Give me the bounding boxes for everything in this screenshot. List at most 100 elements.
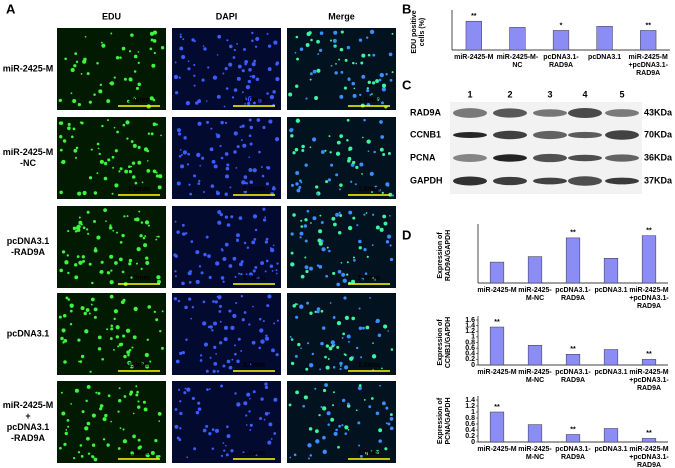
cell (137, 438, 141, 442)
cell (347, 225, 353, 231)
cell (240, 294, 244, 298)
x-tick-label: pcDNA3.1- (555, 446, 591, 453)
cell (137, 405, 141, 409)
cell (381, 191, 384, 194)
x-tick-label: miR-2425-M (629, 287, 668, 294)
cell (231, 358, 234, 361)
cell (366, 87, 369, 90)
cell (220, 276, 225, 280)
cell (207, 254, 211, 258)
cell (329, 151, 332, 154)
cell (147, 132, 151, 135)
cell (381, 367, 383, 370)
micrograph (172, 293, 281, 375)
cell (341, 336, 344, 339)
cell (100, 260, 104, 264)
cell (123, 215, 126, 218)
bar (641, 359, 657, 366)
cell (179, 351, 183, 356)
cell (340, 261, 343, 264)
cell (347, 428, 350, 431)
cell (300, 219, 303, 222)
cell (111, 192, 114, 195)
cell (351, 279, 356, 284)
cell (197, 182, 201, 185)
cell (375, 225, 380, 230)
cell (157, 454, 161, 458)
cell (77, 103, 81, 107)
cell (290, 134, 294, 138)
cell (334, 71, 338, 75)
cell (74, 275, 79, 280)
cell (344, 315, 350, 320)
cell (253, 238, 257, 241)
cell (70, 403, 72, 405)
cell (213, 361, 218, 366)
x-tick-label: miR-2425-M (477, 287, 516, 294)
cell (119, 240, 123, 244)
cell (110, 324, 114, 328)
cell (95, 391, 98, 394)
cell (81, 255, 85, 259)
cell (159, 329, 162, 333)
cell (341, 398, 346, 403)
cell (96, 172, 99, 175)
cell (297, 342, 301, 347)
cell (121, 270, 125, 274)
x-tick-label: pcDNA3.1 (594, 287, 627, 294)
cell (65, 429, 68, 431)
cell (175, 359, 180, 364)
cell (288, 403, 292, 407)
cell (114, 183, 119, 188)
band (453, 108, 487, 118)
cell (214, 300, 218, 304)
cell (93, 191, 98, 195)
cell (188, 183, 191, 186)
x-tick-label: +pcDNA3.1- (628, 62, 668, 69)
cell (332, 391, 335, 394)
scale-label: 1.0mm (358, 275, 380, 282)
cell (261, 174, 265, 178)
cell (80, 223, 83, 226)
cell (264, 382, 268, 386)
cell (126, 137, 129, 140)
cell (255, 36, 260, 41)
y-axis-title: RAD9A/GAPDH (445, 230, 452, 281)
y-tick-label: 0 (471, 362, 475, 369)
band (568, 131, 602, 139)
cell (152, 122, 157, 127)
cell (128, 170, 132, 174)
cell (212, 300, 215, 303)
cell (358, 384, 362, 387)
cell (143, 243, 148, 248)
cell (149, 47, 153, 51)
cell (245, 414, 248, 417)
cell (249, 363, 252, 366)
cell (123, 77, 127, 81)
cell (294, 303, 298, 306)
cell (197, 121, 202, 126)
cell (264, 336, 270, 341)
band (605, 177, 639, 185)
cell (344, 432, 348, 435)
cell (235, 301, 238, 305)
cell (209, 147, 214, 152)
cell (249, 75, 252, 78)
cell (184, 387, 187, 390)
cell (129, 451, 134, 456)
cell (265, 259, 269, 263)
cell (366, 139, 371, 144)
cell (372, 213, 375, 216)
cell (248, 410, 251, 413)
cell (381, 401, 386, 406)
cell (146, 168, 151, 173)
cell (155, 318, 159, 322)
scale-label: 1.0mm (243, 97, 265, 104)
cell (176, 181, 181, 186)
cell (144, 352, 149, 358)
cell (252, 168, 257, 173)
cell (296, 57, 299, 61)
cell (93, 315, 97, 319)
cell (147, 305, 152, 309)
cell (291, 183, 294, 187)
